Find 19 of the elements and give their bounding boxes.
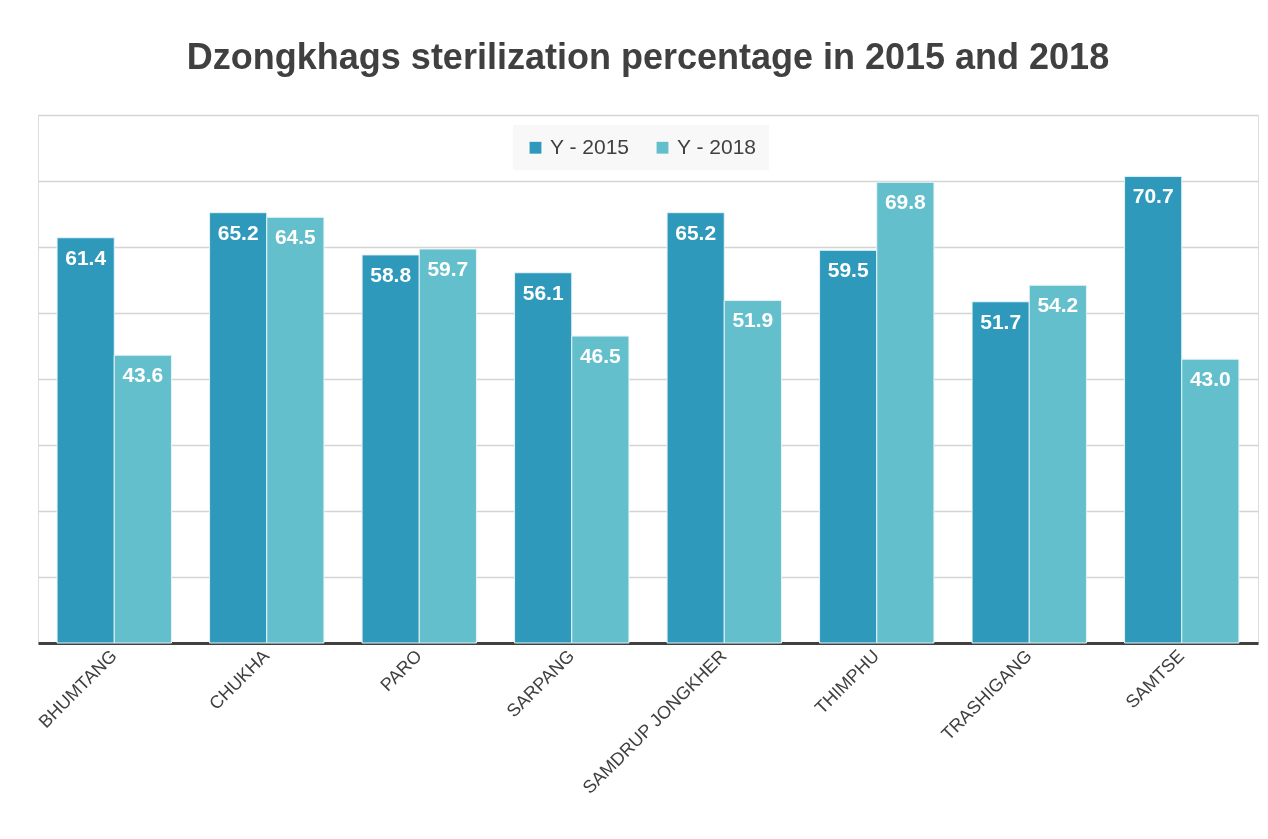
data-label: 59.7 xyxy=(427,256,469,280)
data-label: 56.1 xyxy=(522,280,564,304)
data-label: 69.8 xyxy=(884,190,927,214)
data-label: 54.2 xyxy=(1037,293,1079,317)
data-label: 51.7 xyxy=(980,309,1022,333)
data-label: 58.8 xyxy=(370,262,412,286)
data-label: 70.7 xyxy=(1132,184,1174,208)
data-label: 59.5 xyxy=(827,258,869,282)
data-label: 61.4 xyxy=(65,245,107,269)
chart-title: Dzongkhags sterilization percentage in 2015 and 2018 xyxy=(186,36,1110,77)
legend-label: Y - 2015 xyxy=(550,134,630,158)
data-label: 65.2 xyxy=(675,220,717,244)
legend-label: Y - 2018 xyxy=(677,134,757,158)
data-label: 65.2 xyxy=(217,220,259,244)
data-label: 43.0 xyxy=(1189,367,1231,391)
data-label: 46.5 xyxy=(579,344,622,368)
data-label: 64.5 xyxy=(274,225,317,249)
data-label: 43.6 xyxy=(122,363,164,387)
data-label: 51.9 xyxy=(732,308,774,332)
